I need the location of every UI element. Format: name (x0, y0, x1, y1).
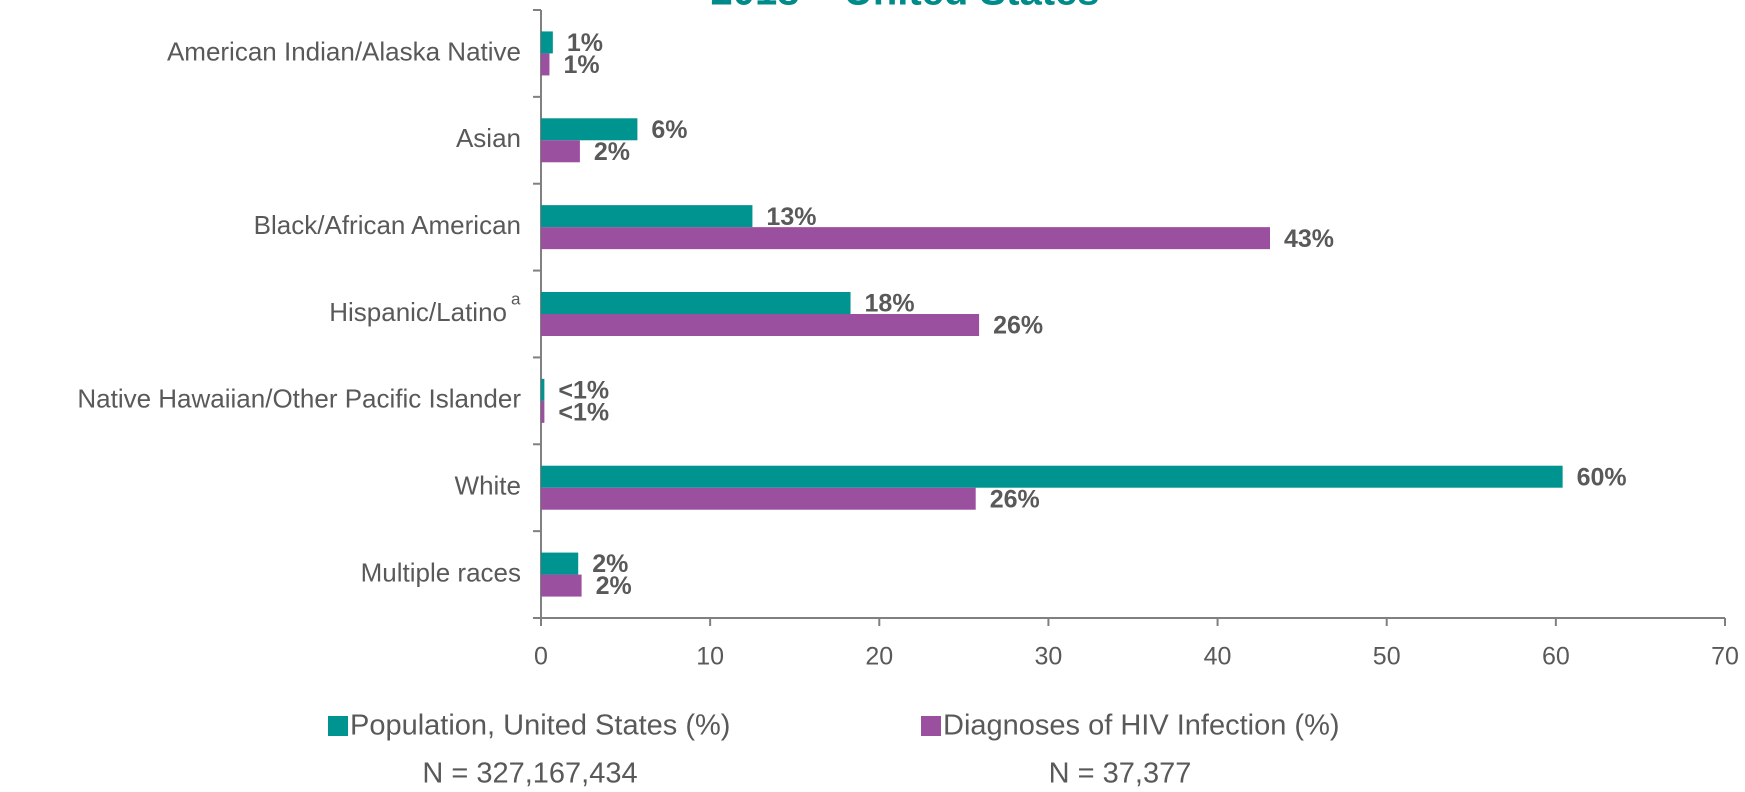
x-tick-label: 60 (1542, 643, 1570, 671)
data-label: <1% (558, 376, 609, 404)
bar (541, 400, 545, 423)
category-label: Hispanic/Latino (329, 297, 507, 327)
bar (541, 465, 1563, 488)
data-label: 13% (766, 203, 816, 231)
data-label: 6% (651, 116, 687, 144)
legend-swatch (328, 716, 348, 736)
legend-label: Population, United States (%) (350, 710, 730, 742)
x-tick-label: 40 (1204, 643, 1232, 671)
data-label: 26% (990, 485, 1040, 513)
bar (541, 53, 550, 76)
data-label: 1% (563, 51, 599, 79)
legend-swatch (921, 716, 941, 736)
bar (541, 487, 976, 510)
data-label: 2% (592, 550, 628, 578)
x-tick-label: 50 (1373, 643, 1401, 671)
bar (541, 31, 553, 54)
data-label: 2% (594, 138, 630, 166)
bar (541, 378, 545, 401)
data-label: 60% (1577, 463, 1627, 491)
category-label: American Indian/Alaska Native (167, 36, 521, 66)
bar (541, 118, 638, 141)
x-tick-label: 70 (1711, 643, 1739, 671)
category-label: Black/African American (254, 210, 521, 240)
category-label: Multiple races (361, 557, 521, 587)
category-label: Asian (456, 123, 521, 153)
data-label: 26% (993, 312, 1043, 340)
bar (541, 552, 579, 575)
data-label: 2% (596, 572, 632, 600)
bar (541, 205, 753, 228)
category-label: White (455, 471, 521, 501)
bar (541, 292, 851, 314)
bar (541, 227, 1271, 250)
data-label: 1% (567, 29, 603, 57)
series-note: N = 327,167,434 (422, 758, 637, 790)
category-label: Native Hawaiian/Other Pacific Islander (77, 384, 521, 414)
footnote-mark: a (511, 289, 521, 308)
x-tick-label: 0 (534, 643, 548, 671)
bar (541, 140, 580, 163)
data-label: <1% (558, 398, 609, 426)
data-label: 43% (1284, 225, 1334, 253)
x-tick-label: 20 (865, 643, 893, 671)
chart-title: 2018 – United States (710, 0, 1099, 14)
x-tick-label: 10 (696, 643, 724, 671)
series-note: N = 37,377 (1049, 758, 1192, 790)
bar (541, 574, 582, 597)
data-label: 18% (865, 290, 915, 318)
x-tick-label: 30 (1035, 643, 1063, 671)
legend-label: Diagnoses of HIV Infection (%) (943, 710, 1340, 742)
bar (541, 314, 980, 336)
